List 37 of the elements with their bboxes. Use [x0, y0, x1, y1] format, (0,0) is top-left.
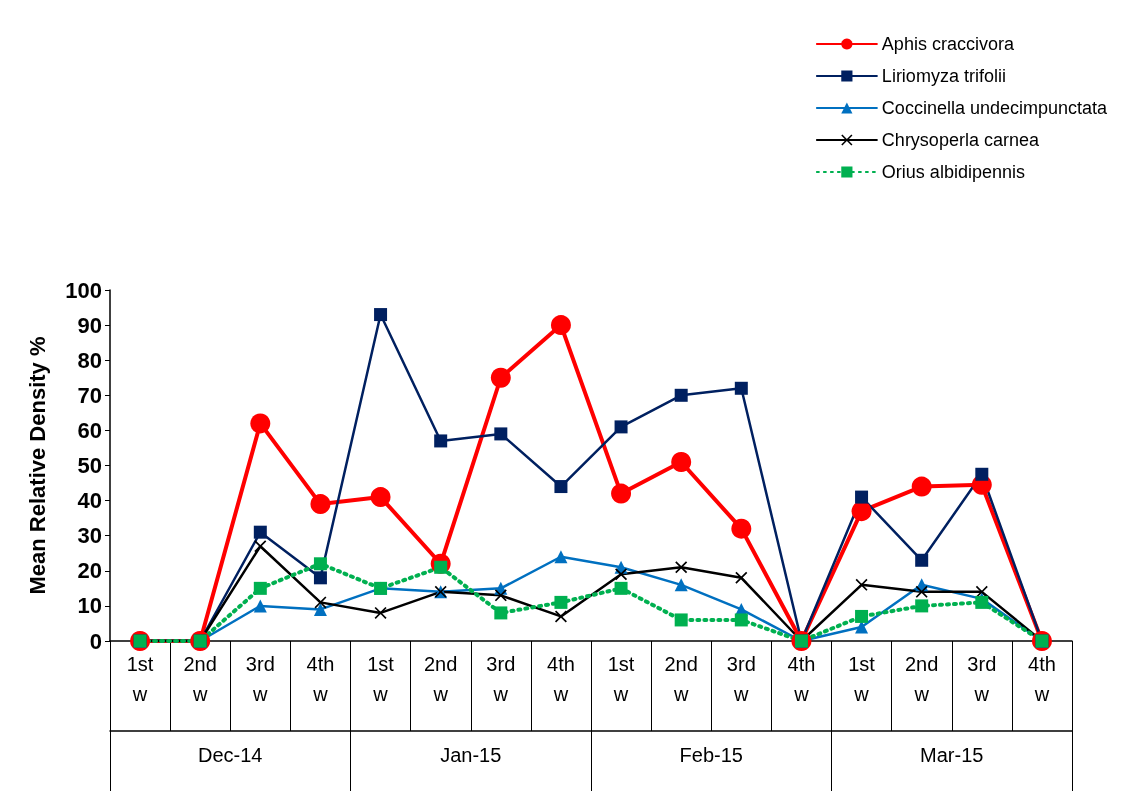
x-tick-label: 1st w — [367, 653, 395, 705]
x-tick-label: 4th w — [306, 653, 335, 705]
x-tick-label: 4th w — [547, 653, 575, 705]
x-tick-label: 3rd w — [486, 653, 516, 705]
x-tick-label: 3rd w — [726, 653, 756, 705]
x-tick-label: 4th w — [1028, 653, 1056, 705]
text: Feb-15 — [679, 744, 743, 766]
text: Mar-15 — [920, 744, 984, 766]
legend-label: Coccinella undecimpunctata — [881, 98, 1108, 118]
x-tick-label: 2nd w — [424, 653, 458, 705]
x-tick-label: 3rd w — [245, 653, 275, 705]
y-tick-label: 70 — [77, 382, 102, 408]
x-tick-label: 3rd w — [967, 653, 997, 705]
legend-label: Aphis craccivora — [881, 34, 1015, 54]
y-tick-label: 60 — [77, 417, 102, 443]
legend-label: Chrysoperla carnea — [881, 130, 1040, 150]
x-tick-label: 1st w — [126, 653, 154, 705]
legend-label: Liriomyza trifolii — [881, 66, 1006, 86]
y-tick-label: 30 — [77, 523, 102, 549]
text: Jan-15 — [440, 744, 502, 766]
y-axis-title: Mean Relative Density % — [24, 336, 50, 595]
y-tick-label: 20 — [77, 558, 102, 584]
y-tick-label: 50 — [77, 453, 102, 478]
y-tick-label: 100 — [65, 277, 102, 303]
x-tick-label: 4th w — [787, 653, 816, 705]
y-tick-label: 90 — [77, 312, 102, 338]
y-tick-label: 40 — [77, 488, 102, 514]
x-tick-label: 2nd w — [905, 653, 939, 705]
x-tick-label: 1st w — [848, 653, 876, 705]
legend-label: Orius albidipennis — [881, 162, 1025, 182]
y-tick-label: 0 — [89, 628, 102, 654]
text: Dec-14 — [198, 744, 263, 766]
x-tick-label: 1st w — [607, 653, 635, 705]
x-tick-label: 2nd w — [664, 653, 698, 705]
y-tick-label: 80 — [77, 347, 102, 373]
y-tick-label: 10 — [77, 593, 102, 619]
x-tick-label: 2nd w — [183, 653, 217, 705]
